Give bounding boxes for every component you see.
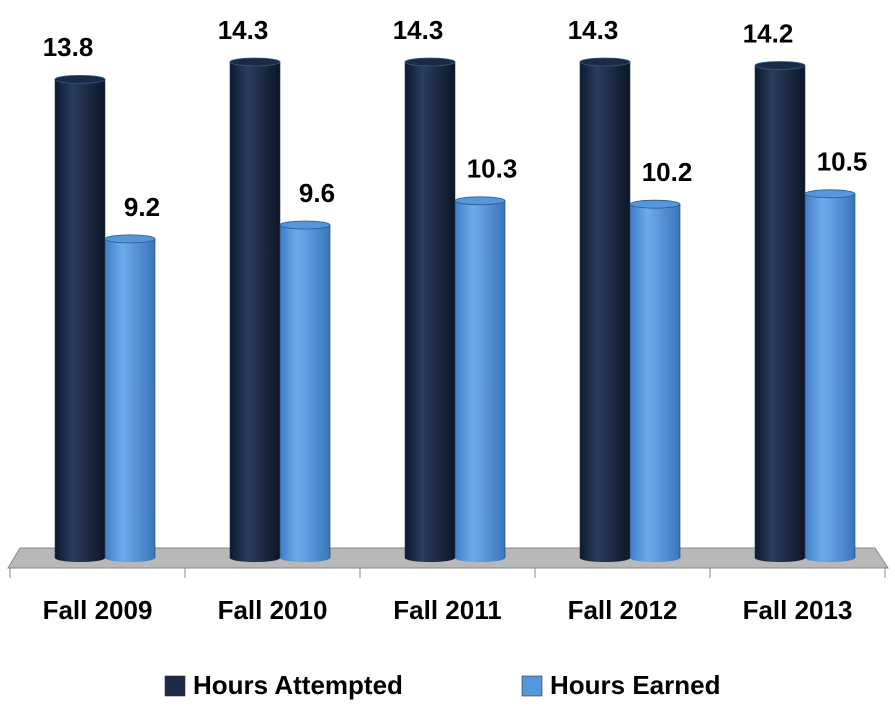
bar-top [279,220,331,230]
data-label: 14.3 [568,15,619,45]
bar [279,224,331,559]
x-tick-label: Fall 2013 [743,595,853,625]
bar-base [105,554,155,562]
bar-base [55,554,105,562]
x-tick-label: Fall 2009 [43,595,153,625]
data-label: 14.2 [743,18,794,48]
bar [579,61,631,559]
legend-swatch [164,675,186,697]
bar-top [629,199,681,209]
bar [804,193,856,559]
bar-top [229,57,281,67]
data-label: 9.6 [299,178,335,208]
legend-swatch [521,675,543,697]
bar [104,238,156,559]
data-label: 9.2 [124,192,160,222]
bar [229,61,281,559]
legend-label: Hours Attempted [193,670,403,700]
bar-top [804,189,856,199]
bar [404,61,456,559]
bar-base [630,554,680,562]
bar-top [104,234,156,244]
x-tick-label: Fall 2012 [568,595,678,625]
bar-top [404,57,456,67]
bar-top [454,196,506,206]
bar-base [580,554,630,562]
bar-base [455,554,505,562]
bar-base [405,554,455,562]
bar-base [280,554,330,562]
data-label: 13.8 [43,32,94,62]
bar [754,65,806,559]
bar [629,203,681,559]
bar-top [54,74,106,84]
x-tick-label: Fall 2011 [393,595,501,625]
bar-base [230,554,280,562]
legend-label: Hours Earned [550,670,721,700]
data-label: 10.5 [817,147,868,177]
bar-top [754,61,806,70]
data-label: 10.3 [467,154,518,184]
data-label: 10.2 [642,157,693,187]
data-label: 14.3 [218,15,269,45]
bar [454,200,506,559]
bar-base [805,554,855,562]
bar-top [579,57,631,67]
data-label: 14.3 [393,15,444,45]
bar-base [755,554,805,562]
bar [54,79,106,559]
x-tick-label: Fall 2010 [218,595,328,625]
